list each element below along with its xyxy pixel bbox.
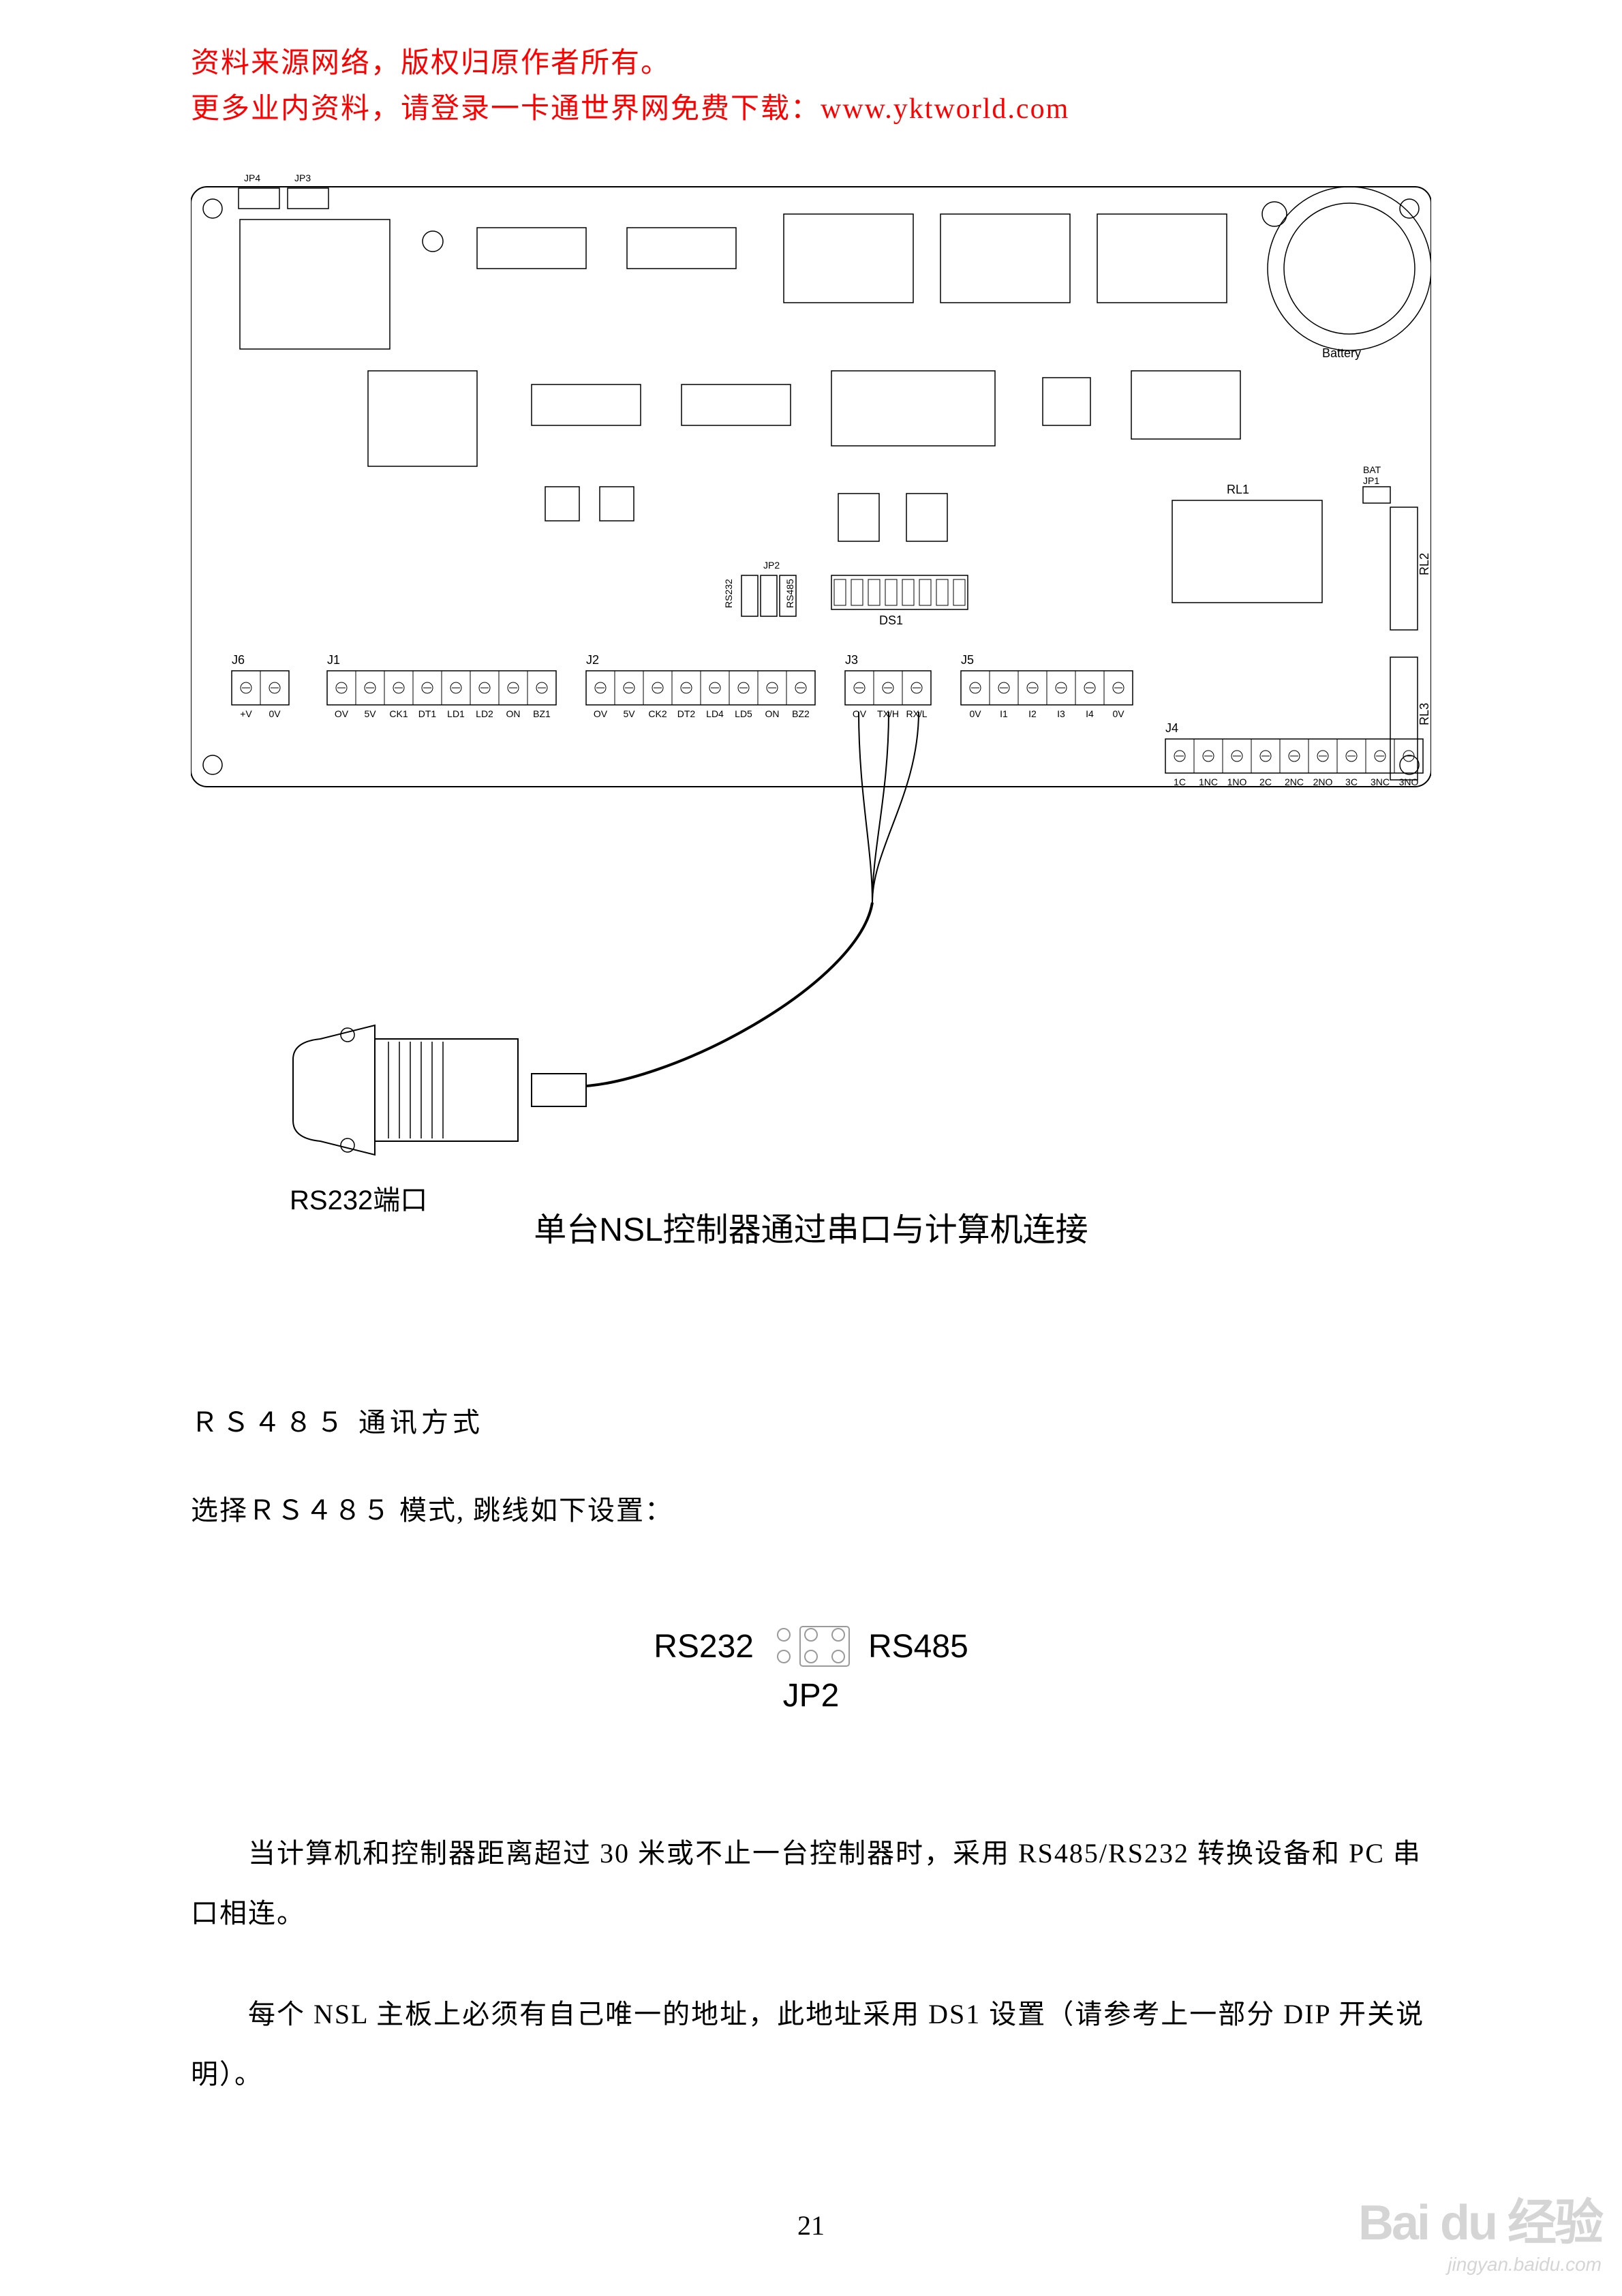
jp2-left-label: RS232	[654, 1628, 754, 1665]
svg-text:J2: J2	[586, 653, 599, 667]
paragraph-1: 当计算机和控制器距离超过 30 米或不止一台控制器时，采用 RS485/RS23…	[191, 1824, 1431, 1944]
svg-text:0V: 0V	[269, 708, 281, 719]
svg-text:RL3: RL3	[1418, 703, 1431, 725]
svg-text:BZ2: BZ2	[792, 708, 810, 719]
svg-text:RX/L: RX/L	[906, 708, 927, 719]
svg-text:OV: OV	[594, 708, 608, 719]
svg-text:JP1: JP1	[1363, 475, 1379, 486]
svg-text:0V: 0V	[1112, 708, 1124, 719]
svg-text:RL1: RL1	[1227, 483, 1249, 496]
watermark-sub: jingyan.baidu.com	[1358, 2254, 1602, 2276]
svg-text:DS1: DS1	[879, 614, 903, 627]
svg-text:I1: I1	[1000, 708, 1008, 719]
svg-text:BAT: BAT	[1363, 464, 1381, 475]
svg-text:J6: J6	[232, 653, 245, 667]
watermark-brand: Bai du 经验	[1358, 2182, 1602, 2254]
jp2-right-label: RS485	[868, 1628, 968, 1665]
svg-text:CK1: CK1	[389, 708, 408, 719]
svg-text:JP3: JP3	[294, 172, 311, 183]
svg-text:2C: 2C	[1259, 776, 1272, 787]
header-source: 资料来源网络，版权归原作者所有。 更多业内资料，请登录一卡通世界网免费下载：ww…	[191, 41, 1431, 132]
svg-text:RS232: RS232	[723, 579, 734, 608]
watermark: Bai du 经验 jingyan.baidu.com	[1358, 2182, 1602, 2276]
header-url: www.yktworld.com	[821, 93, 1069, 125]
svg-text:0V: 0V	[969, 708, 981, 719]
svg-text:LD4: LD4	[706, 708, 724, 719]
svg-text:+V: +V	[240, 708, 252, 719]
paragraph-2: 每个 NSL 主板上必须有自己唯一的地址，此地址采用 DS1 设置（请参考上一部…	[191, 1984, 1431, 2104]
svg-text:3NC: 3NC	[1371, 776, 1390, 787]
svg-text:JP2: JP2	[763, 560, 780, 571]
svg-text:I3: I3	[1057, 708, 1065, 719]
svg-text:DT2: DT2	[677, 708, 696, 719]
svg-text:RL2: RL2	[1418, 553, 1431, 575]
svg-text:5V: 5V	[623, 708, 635, 719]
svg-text:LD5: LD5	[735, 708, 752, 719]
svg-text:ON: ON	[506, 708, 521, 719]
pcb-diagram: JP4 JP3 Battery RL1 BATJP1 RL2 RL3 RS232 JP2 RS48…	[191, 166, 1431, 1203]
svg-text:J5: J5	[961, 653, 974, 667]
svg-text:I4: I4	[1086, 708, 1094, 719]
svg-text:J1: J1	[327, 653, 340, 667]
svg-text:1NC: 1NC	[1199, 776, 1218, 787]
svg-text:LD2: LD2	[476, 708, 493, 719]
svg-text:ON: ON	[765, 708, 780, 719]
svg-text:BZ1: BZ1	[533, 708, 551, 719]
svg-text:CK2: CK2	[648, 708, 667, 719]
svg-text:5V: 5V	[364, 708, 376, 719]
jp2-diagram: RS232 RS485 JP2	[191, 1622, 1431, 1715]
header-line1: 资料来源网络，版权归原作者所有。	[191, 41, 1431, 87]
svg-text:1C: 1C	[1174, 776, 1186, 787]
svg-text:OV: OV	[853, 708, 867, 719]
svg-text:Battery: Battery	[1322, 346, 1361, 360]
jp2-bottom-label: JP2	[191, 1677, 1431, 1715]
svg-text:3C: 3C	[1345, 776, 1358, 787]
svg-text:J3: J3	[845, 653, 858, 667]
svg-text:I2: I2	[1028, 708, 1037, 719]
svg-text:LD1: LD1	[447, 708, 465, 719]
section-title: ＲＳ４８５ 通讯方式	[191, 1400, 1431, 1440]
svg-text:JP4: JP4	[244, 172, 260, 183]
section-subtitle: 选择ＲＳ４８５ 模式, 跳线如下设置：	[191, 1481, 1431, 1541]
svg-text:RS232端口: RS232端口	[290, 1185, 427, 1215]
svg-text:3NO: 3NO	[1399, 776, 1419, 787]
svg-text:2NC: 2NC	[1285, 776, 1304, 787]
svg-text:RS485: RS485	[784, 579, 795, 608]
svg-text:DT1: DT1	[418, 708, 437, 719]
svg-text:2NO: 2NO	[1313, 776, 1333, 787]
svg-text:J4: J4	[1165, 721, 1178, 735]
header-line2: 更多业内资料，请登录一卡通世界网免费下载：www.yktworld.com	[191, 87, 1431, 132]
svg-text:1NO: 1NO	[1227, 776, 1247, 787]
svg-text:OV: OV	[335, 708, 349, 719]
